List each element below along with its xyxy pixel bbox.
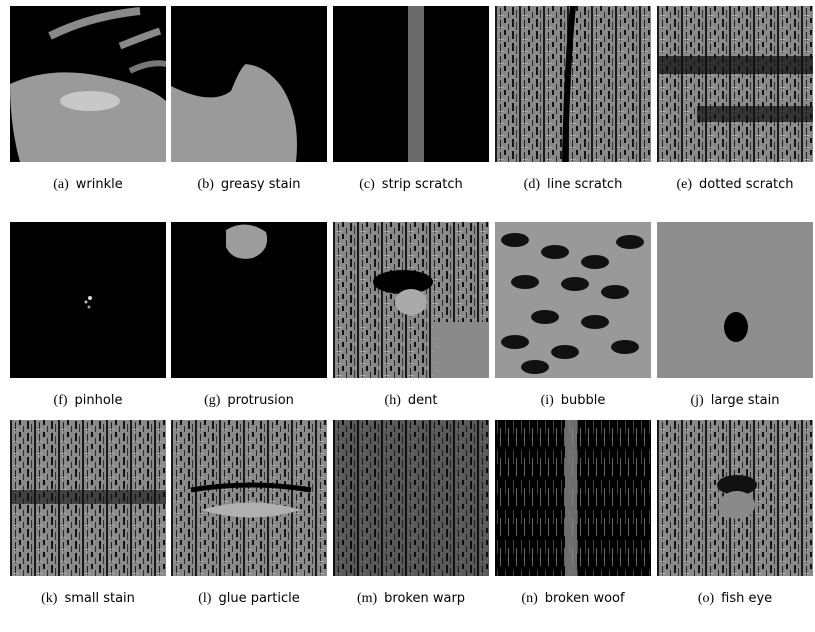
panel-label: (l): [198, 591, 211, 606]
caption: (k) small stain: [0, 591, 178, 607]
panel: (a) wrinkle: [10, 6, 166, 162]
caption: (a) wrinkle: [0, 177, 178, 193]
panel-caption: small stain: [64, 591, 134, 606]
defect-image: [657, 222, 813, 378]
panel: (l) glue particle: [171, 420, 327, 576]
caption: (c) strip scratch: [321, 177, 501, 193]
panel: (d) line scratch: [495, 6, 651, 162]
caption: (n) broken woof: [483, 591, 663, 607]
defect-image: [171, 6, 327, 162]
panel-caption: glue particle: [218, 591, 299, 606]
panel: (g) protrusion: [171, 222, 327, 378]
defect-image: [495, 420, 651, 576]
panel: (m) broken warp: [333, 420, 489, 576]
caption: (m) broken warp: [321, 591, 501, 607]
caption: (i) bubble: [483, 393, 663, 409]
panel-label: (o): [698, 591, 714, 606]
panel-caption: line scratch: [547, 177, 622, 192]
panel-caption: broken warp: [384, 591, 465, 606]
panel-label: (k): [41, 591, 57, 606]
panel: (b) greasy stain: [171, 6, 327, 162]
defect-image: [171, 222, 327, 378]
caption: (d) line scratch: [483, 177, 663, 193]
panel-caption: dotted scratch: [699, 177, 794, 192]
panel-caption: protrusion: [227, 393, 294, 408]
panel-label: (e): [676, 177, 692, 192]
defect-image: [10, 222, 166, 378]
panel-label: (c): [359, 177, 375, 192]
panel: (j) large stain: [657, 222, 813, 378]
defect-image: [495, 222, 651, 378]
figure: (a) wrinkle(b) greasy stain(c) strip scr…: [0, 0, 815, 632]
panel: (i) bubble: [495, 222, 651, 378]
panel-caption: greasy stain: [221, 177, 301, 192]
panel-label: (i): [541, 393, 554, 408]
panel-caption: pinhole: [75, 393, 123, 408]
panel-caption: fish eye: [721, 591, 772, 606]
caption: (b) greasy stain: [159, 177, 339, 193]
defect-image: [333, 420, 489, 576]
defect-image: [657, 6, 813, 162]
panel-label: (n): [521, 591, 537, 606]
panel-label: (f): [54, 393, 68, 408]
defect-image: [10, 420, 166, 576]
panel-caption: dent: [408, 393, 438, 408]
caption: (e) dotted scratch: [645, 177, 815, 193]
panel-label: (a): [53, 177, 69, 192]
defect-image: [333, 222, 489, 378]
panel: (f) pinhole: [10, 222, 166, 378]
panel: (n) broken woof: [495, 420, 651, 576]
panel-label: (m): [357, 591, 377, 606]
caption: (j) large stain: [645, 393, 815, 409]
panel-label: (b): [198, 177, 214, 192]
panel: (h) dent: [333, 222, 489, 378]
panel-caption: wrinkle: [76, 177, 123, 192]
panel: (k) small stain: [10, 420, 166, 576]
defect-image: [495, 6, 651, 162]
panel-label: (d): [524, 177, 540, 192]
defect-image: [171, 420, 327, 576]
defect-image: [10, 6, 166, 162]
panel-caption: large stain: [711, 393, 780, 408]
panel: (c) strip scratch: [333, 6, 489, 162]
panel-label: (g): [204, 393, 220, 408]
caption: (g) protrusion: [159, 393, 339, 409]
panel: (e) dotted scratch: [657, 6, 813, 162]
caption: (f) pinhole: [0, 393, 178, 409]
panel-label: (h): [385, 393, 401, 408]
panel: (o) fish eye: [657, 420, 813, 576]
caption: (l) glue particle: [159, 591, 339, 607]
panel-caption: bubble: [561, 393, 606, 408]
defect-image: [657, 420, 813, 576]
panel-label: (j): [691, 393, 704, 408]
caption: (o) fish eye: [645, 591, 815, 607]
panel-caption: broken woof: [545, 591, 625, 606]
caption: (h) dent: [321, 393, 501, 409]
panel-caption: strip scratch: [382, 177, 463, 192]
defect-image: [333, 6, 489, 162]
